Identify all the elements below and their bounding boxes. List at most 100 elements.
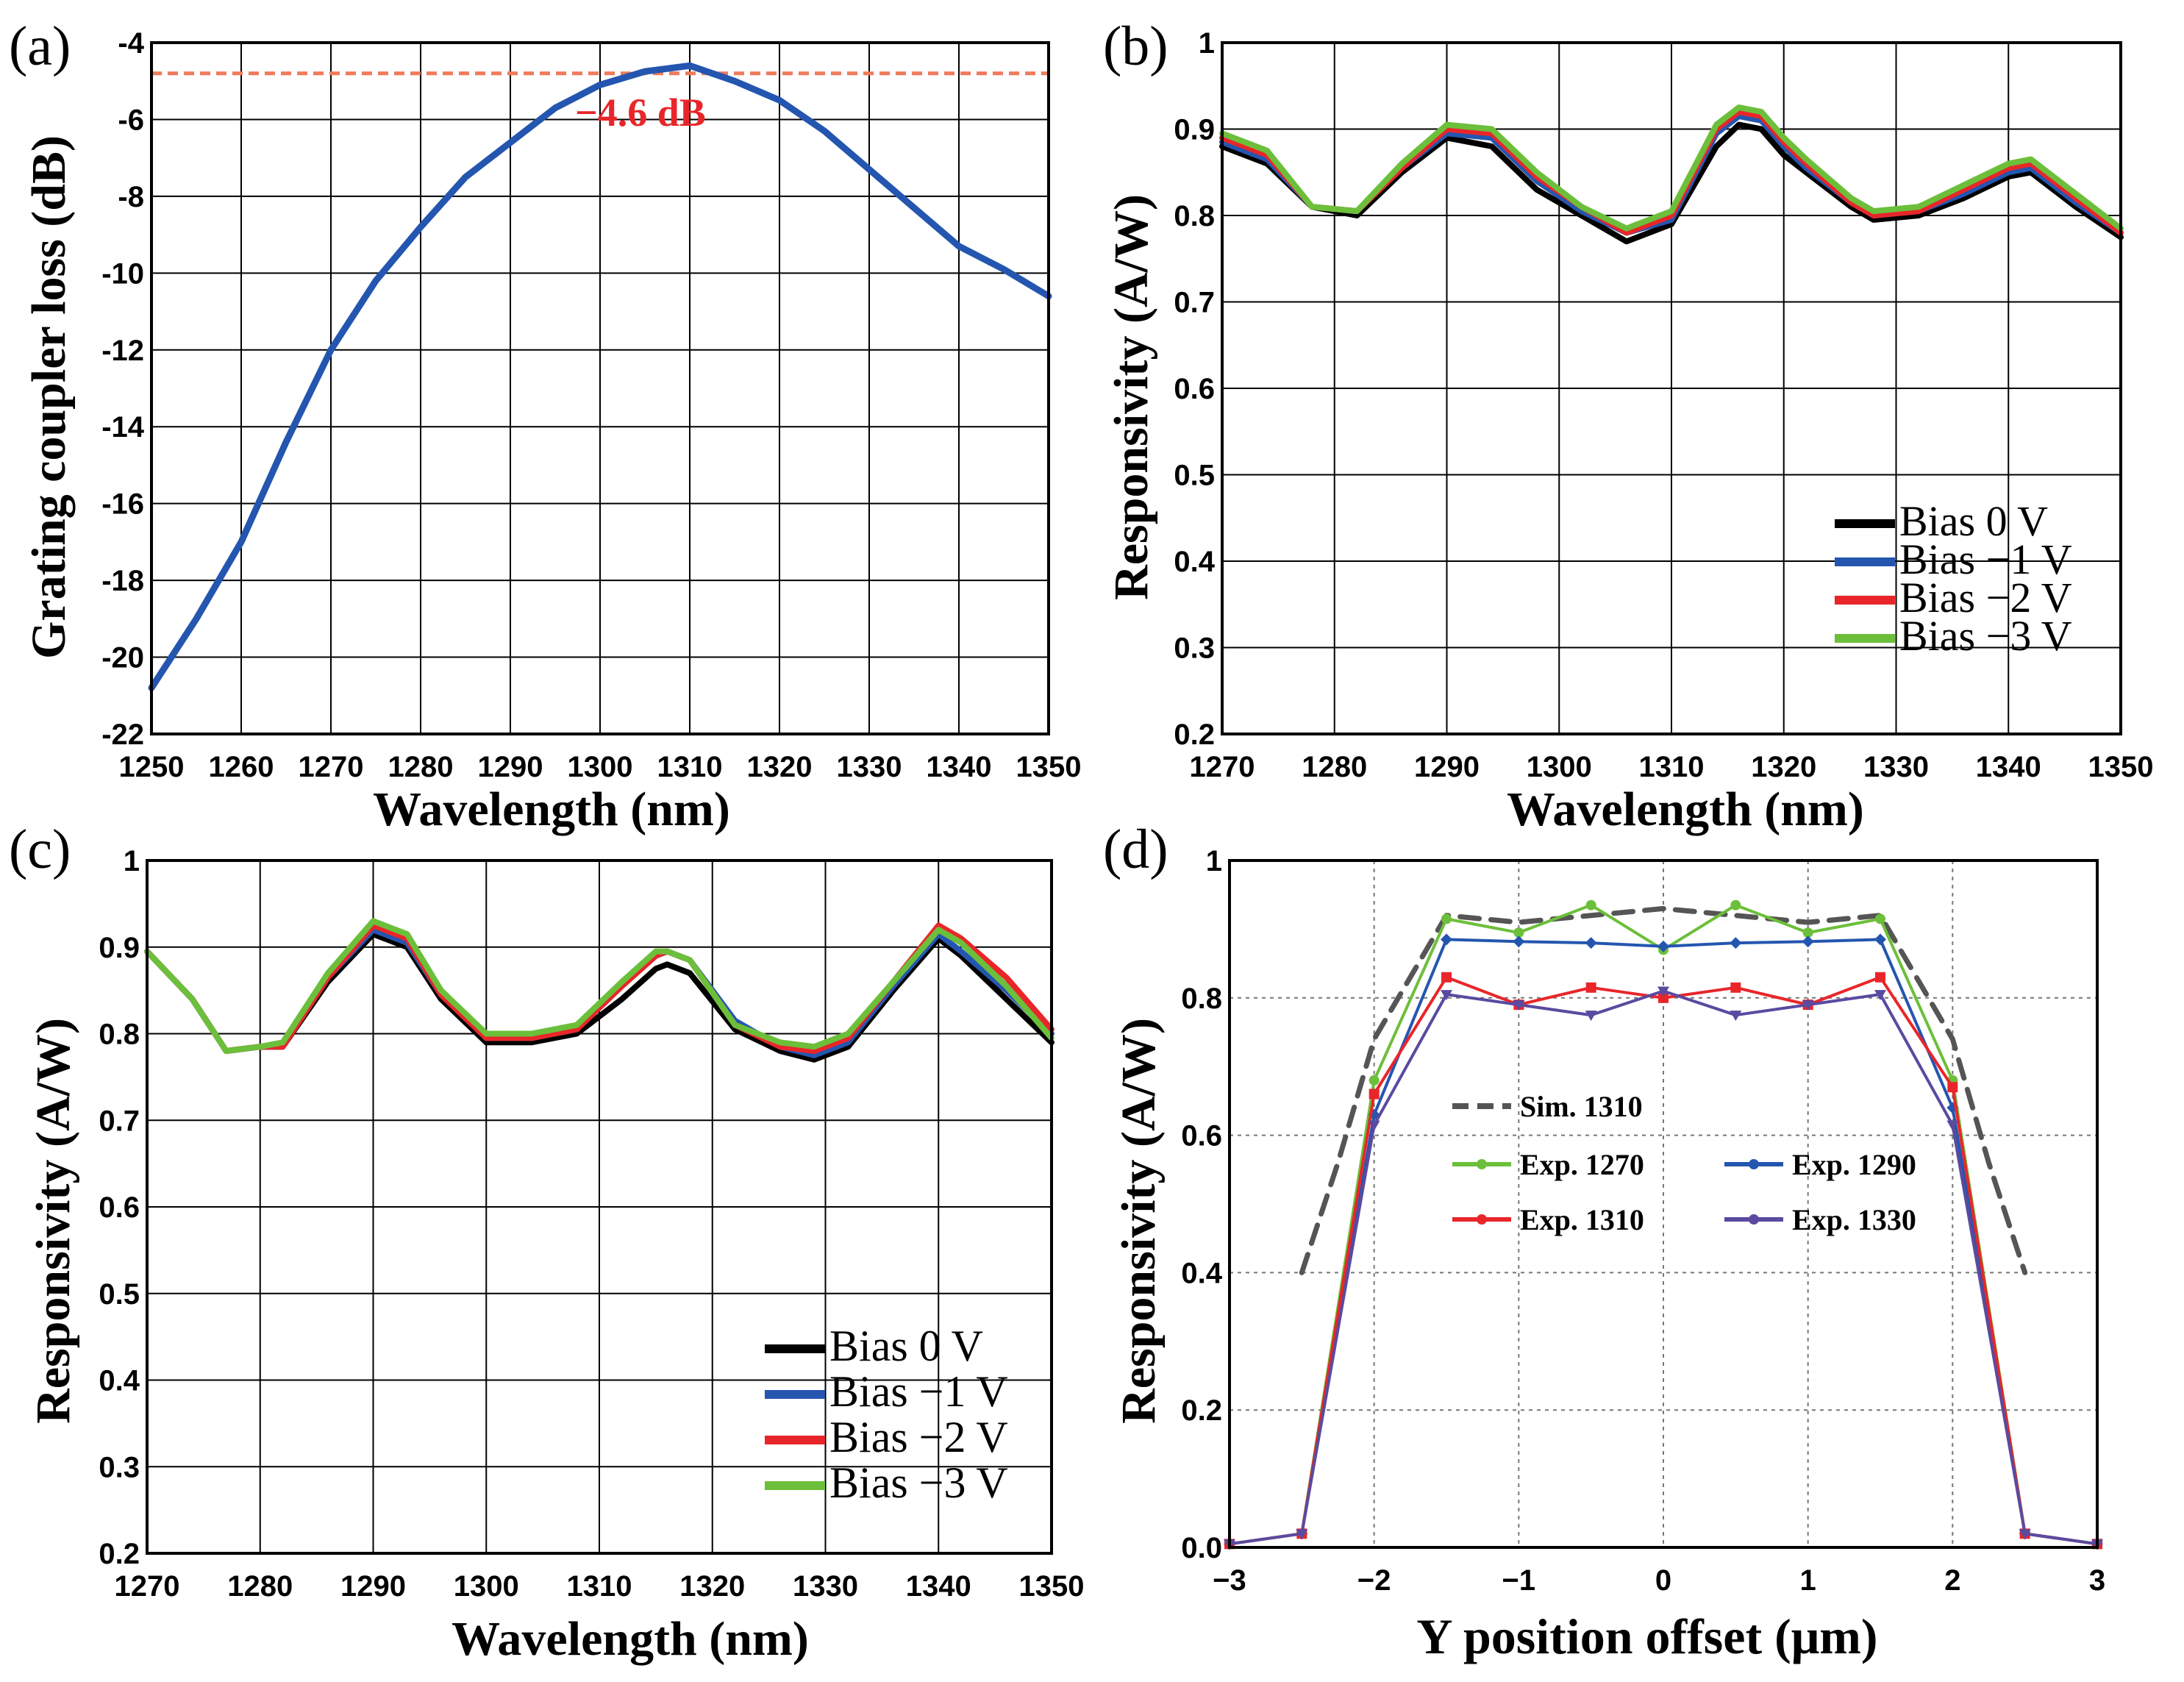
- panel-b: (b) 1270 1280 1290 1300 1310 1320 1330 1340 1350…: [1103, 15, 2153, 836]
- marker-exp-1290: [1441, 933, 1452, 946]
- x-tick-label: −1: [1502, 1564, 1536, 1597]
- marker-exp-1270: [1585, 899, 1596, 911]
- annotation-peak-a: −4.6 dB: [575, 90, 706, 135]
- marker-exp-1330: [2019, 1529, 2031, 1540]
- x-tick-label: 1310: [1639, 751, 1705, 783]
- marker-exp-1330: [1513, 1000, 1525, 1011]
- series-group-d: [1224, 899, 2103, 1550]
- y-tick-labels-c: 0.2 0.3 0.4 0.5 0.6 0.7 0.8 0.9 1: [99, 845, 140, 1570]
- marker-exp-1310: [1658, 992, 1669, 1003]
- x-tick-label: 2: [1944, 1564, 1960, 1597]
- y-axis-label-c: Responsivity (A/W): [26, 1018, 80, 1424]
- y-tick-labels-d: 0.0 0.2 0.4 0.6 0.8 1: [1181, 845, 1222, 1564]
- x-axis-label-b: Wavelength (nm): [1507, 783, 1864, 836]
- marker-exp-1270: [1875, 913, 1885, 924]
- x-tick-label: 1310: [567, 1570, 632, 1603]
- grid-a: [151, 43, 1049, 734]
- y-tick-label: -20: [101, 642, 144, 674]
- y-tick-label: 0.5: [1174, 460, 1215, 492]
- y-tick-label: 0.0: [1181, 1532, 1222, 1564]
- x-tick-label: 1270: [115, 1570, 180, 1603]
- x-tick-label: 1310: [657, 751, 723, 783]
- marker-exp-1270: [1441, 913, 1452, 924]
- y-tick-label: 0.9: [99, 932, 140, 964]
- x-tick-label: 1320: [679, 1570, 745, 1603]
- y-tick-label: 0.6: [99, 1191, 140, 1224]
- marker-exp-1330: [1802, 1000, 1814, 1011]
- x-tick-label: 1340: [906, 1570, 971, 1603]
- x-tick-label: 1270: [299, 751, 364, 783]
- panel-label-a: (a): [9, 15, 71, 77]
- x-tick-label: 1330: [1863, 751, 1929, 783]
- x-axis-label-c: Wavelength (nm): [452, 1612, 809, 1666]
- axes-frame-a: [150, 41, 1050, 735]
- legend-label: Bias 0 V: [1899, 497, 2048, 545]
- y-tick-label: 0.6: [1174, 373, 1215, 405]
- marker-exp-1330: [1585, 1011, 1597, 1022]
- marker-exp-1310: [1730, 982, 1741, 993]
- y-tick-label: -16: [101, 488, 144, 521]
- y-tick-label: 0.3: [99, 1451, 140, 1483]
- series-line-bias-3v: [144, 918, 1054, 1054]
- y-tick-label: 1: [1199, 27, 1215, 60]
- y-tick-labels-b: 0.2 0.3 0.4 0.5 0.6 0.7 0.8 0.9 1: [1174, 27, 1215, 751]
- x-tick-label: 1250: [119, 751, 185, 783]
- marker-exp-1330: [1368, 1120, 1380, 1131]
- y-tick-label: -4: [118, 27, 144, 60]
- marker-exp-1310: [1875, 972, 1885, 983]
- grid-d: [1230, 860, 2097, 1547]
- marker-exp-1330: [1657, 986, 1669, 997]
- x-tick-label: 0: [1655, 1564, 1671, 1597]
- legend-marker: [1477, 1214, 1487, 1225]
- x-tick-label: 1300: [1527, 751, 1592, 783]
- y-tick-label: 0.6: [1181, 1120, 1222, 1152]
- x-tick-label: 1350: [2088, 751, 2154, 783]
- y-tick-label: -14: [101, 411, 145, 443]
- legend-label: Bias −1 V: [1899, 535, 2072, 583]
- grid-c: [147, 860, 1052, 1553]
- legend-marker: [1477, 1159, 1487, 1169]
- marker-exp-1270: [1368, 1075, 1380, 1086]
- x-tick-label: 1290: [478, 751, 543, 783]
- y-tick-label: 0.4: [1174, 546, 1215, 578]
- marker-exp-1290: [1585, 937, 1597, 949]
- legend-label: Bias −2 V: [829, 1413, 1008, 1461]
- series-line-exp-1310: [1228, 975, 2099, 1546]
- axes-frame-c: [146, 859, 1053, 1555]
- x-tick-label: 1270: [1190, 751, 1255, 783]
- marker-exp-1310: [1585, 982, 1596, 993]
- y-axis-label-b: Responsivity (A/W): [1105, 194, 1158, 600]
- marker-exp-1290: [1730, 937, 1742, 949]
- series-line-bias-0v: [1219, 121, 2124, 245]
- x-tick-label: 1340: [1976, 751, 2041, 783]
- y-tick-label: -6: [118, 104, 144, 136]
- legend-label: Exp. 1330: [1792, 1203, 1916, 1236]
- marker-exp-1270: [1730, 899, 1741, 911]
- y-tick-label: 0.5: [99, 1278, 140, 1311]
- axes-frame-b: [1221, 41, 2122, 735]
- x-tick-label: 1300: [454, 1570, 519, 1603]
- marker-exp-1310: [1368, 1088, 1380, 1100]
- x-tick-labels-c: 1270 1280 1290 1300 1310 1320 1330 1340 1350: [115, 1570, 1085, 1603]
- series-line-sim-1310: [1299, 905, 2028, 1275]
- legend-label: Bias −2 V: [1899, 574, 2072, 621]
- y-tick-label: 0.3: [1174, 632, 1215, 665]
- legend-label: Exp. 1290: [1792, 1148, 1916, 1181]
- marker-exp-1290: [1802, 936, 1814, 948]
- x-tick-label: 1280: [227, 1570, 293, 1603]
- y-tick-label: 0.8: [1174, 200, 1215, 232]
- series-group-c: [144, 918, 1054, 1063]
- legend-label: Bias −1 V: [829, 1367, 1008, 1416]
- grid-b: [1222, 43, 2121, 734]
- y-tick-label: -18: [101, 565, 144, 597]
- legend-label: Exp. 1270: [1520, 1148, 1644, 1181]
- y-tick-label: 0.2: [1181, 1394, 1222, 1427]
- axes-frame-d: [1228, 859, 2099, 1549]
- y-tick-label: 0.4: [1181, 1257, 1222, 1289]
- legend-d: Sim. 1310 Exp. 1270 Exp. 1290 Exp. 1310 Exp.…: [1452, 1090, 1916, 1236]
- y-tick-label: 1: [1206, 845, 1222, 877]
- y-tick-label: -22: [101, 719, 144, 751]
- marker-exp-1330: [1946, 1120, 1959, 1131]
- x-tick-label: 1290: [340, 1570, 406, 1603]
